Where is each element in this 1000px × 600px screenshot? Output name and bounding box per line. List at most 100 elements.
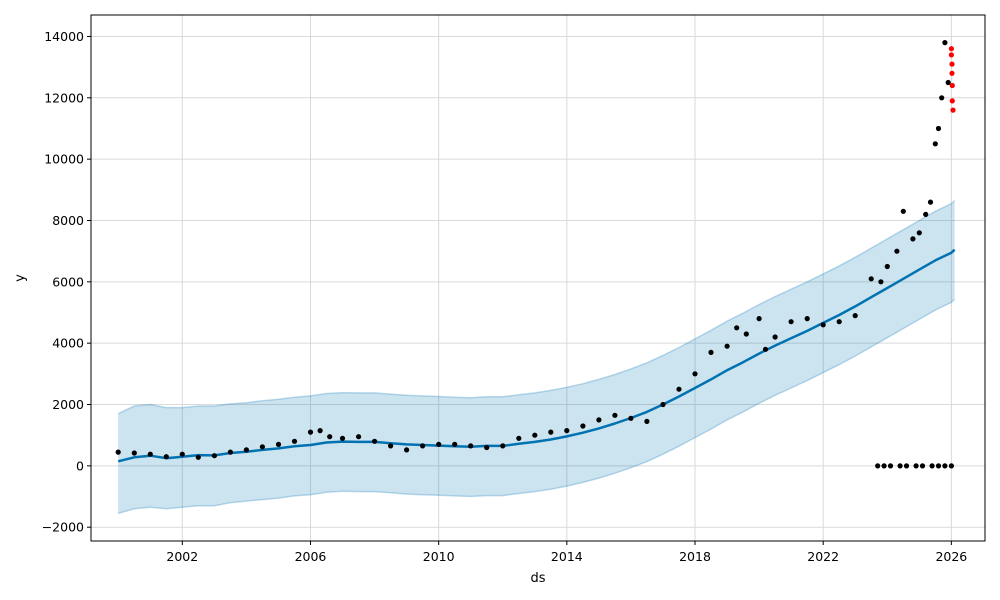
actual-point	[211, 453, 217, 459]
actual-point	[868, 276, 874, 282]
actual-point	[932, 141, 938, 147]
actual-point	[243, 447, 249, 453]
actual-point	[564, 428, 570, 434]
y-tick-label: 6000	[52, 274, 84, 289]
forecast-line	[117, 248, 956, 463]
actual-point	[935, 125, 942, 132]
actual-point	[692, 371, 698, 377]
outlier-point	[949, 61, 955, 67]
actual-point	[644, 418, 650, 424]
actual-zero-point	[913, 463, 919, 469]
actual-point	[372, 438, 378, 444]
actual-point	[772, 334, 778, 340]
outlier-point	[950, 107, 956, 113]
x-tick-label: 2006	[295, 549, 327, 564]
actual-point	[317, 428, 323, 434]
x-tick-label: 2022	[807, 549, 839, 564]
uncertainty-band	[117, 200, 956, 515]
actual-point	[339, 435, 346, 441]
actual-point	[227, 449, 233, 455]
actual-point	[147, 451, 153, 457]
actual-point	[734, 325, 740, 331]
actual-point	[307, 429, 314, 435]
y-tick-label: 2000	[52, 397, 84, 412]
actual-point	[484, 444, 490, 451]
x-axis-ticks: 2002 2006 2010 2014 2018 2022 2026	[166, 541, 967, 564]
actual-point	[894, 248, 900, 254]
actual-point	[275, 441, 282, 447]
actual-point	[468, 443, 474, 449]
x-tick-label: 2010	[423, 549, 455, 564]
y-tick-label: −2000	[42, 520, 84, 535]
actual-zero-point	[929, 463, 935, 469]
actual-point	[388, 443, 394, 449]
actual-point	[356, 434, 362, 440]
actual-point	[500, 443, 506, 449]
y-tick-label: 8000	[52, 213, 84, 228]
actual-point	[945, 79, 951, 86]
x-axis-label: ds	[530, 571, 545, 586]
outlier-point	[948, 46, 955, 52]
actual-point	[820, 322, 826, 328]
x-tick-label: 2014	[551, 549, 583, 564]
actual-point	[436, 441, 442, 447]
outlier-point	[949, 82, 955, 89]
actual-point	[628, 415, 634, 421]
actual-point	[580, 423, 586, 429]
actual-zero-point	[881, 463, 887, 469]
actual-zero-point	[875, 463, 881, 469]
actual-point	[939, 95, 945, 101]
actual-point	[724, 343, 730, 349]
actual-zero-point	[948, 463, 955, 469]
actual-point	[884, 263, 890, 270]
uncertainty-upper-edge	[117, 200, 956, 415]
actual-point	[923, 211, 929, 217]
actual-point	[163, 454, 169, 460]
actual-point	[762, 346, 769, 352]
grid	[91, 15, 985, 541]
actual-point	[910, 236, 916, 242]
actual-point	[743, 331, 749, 337]
actual-point	[927, 199, 934, 205]
actual-point	[612, 412, 618, 418]
actual-zero-point	[897, 463, 903, 469]
actual-point	[788, 319, 794, 325]
actual-point	[115, 449, 121, 455]
y-tick-label: 4000	[52, 336, 84, 351]
actual-point	[516, 435, 522, 441]
actual-point	[131, 450, 137, 456]
actual-point	[452, 441, 458, 447]
actual-point	[852, 313, 858, 319]
actual-point	[942, 40, 948, 46]
actual-zero-point	[887, 463, 894, 469]
y-tick-label: 14000	[44, 29, 84, 44]
actual-point	[836, 319, 842, 325]
x-tick-label: 2002	[166, 549, 198, 564]
actual-point	[676, 386, 682, 392]
actual-point	[916, 230, 922, 236]
outlier-point	[949, 70, 955, 76]
x-tick-label: 2018	[679, 549, 711, 564]
actual-point	[548, 429, 554, 435]
actual-point	[259, 444, 265, 450]
plot-frame	[90, 14, 986, 542]
actual-point	[532, 432, 538, 438]
data-points-group	[115, 40, 956, 469]
actual-zero-point	[903, 463, 910, 469]
actual-point	[179, 451, 185, 457]
actual-point	[708, 349, 714, 355]
actual-point	[660, 401, 666, 408]
outlier-point	[949, 98, 955, 104]
actual-zero-point	[942, 463, 948, 469]
x-tick-label: 2026	[935, 549, 967, 564]
actual-point	[195, 454, 201, 460]
uncertainty-lower-edge	[117, 298, 956, 515]
actual-point	[756, 316, 762, 322]
actual-zero-point	[919, 463, 926, 469]
actual-point	[291, 438, 298, 444]
y-tick-label: 12000	[44, 90, 84, 105]
actual-point	[327, 434, 333, 440]
actual-point	[404, 447, 410, 453]
actual-point	[596, 417, 602, 423]
